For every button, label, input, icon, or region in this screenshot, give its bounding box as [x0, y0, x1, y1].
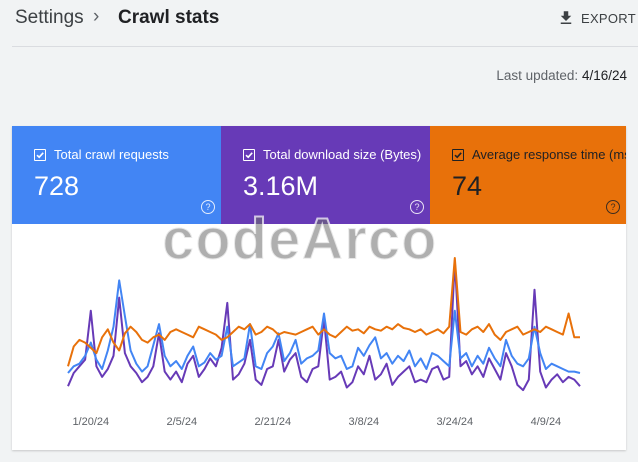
metric-header: Average response time (ms) — [452, 147, 626, 162]
metric-label: Total download size (Bytes) — [263, 147, 422, 162]
metric-label: Average response time (ms) — [472, 147, 626, 162]
last-updated-label: Last updated: — [496, 68, 579, 83]
help-icon[interactable]: ? — [606, 200, 620, 214]
help-icon[interactable]: ? — [410, 200, 424, 214]
page-title: Crawl stats — [118, 7, 220, 28]
checkbox-checked-icon[interactable] — [34, 148, 46, 161]
last-updated: Last updated: 4/16/24 — [496, 68, 627, 83]
header-divider — [12, 46, 638, 47]
metric-value: 74 — [452, 171, 483, 201]
checkbox-checked-icon[interactable] — [243, 148, 255, 161]
help-icon[interactable]: ? — [201, 200, 215, 214]
x-tick-label: 2/21/24 — [254, 416, 291, 428]
crawl-stats-card: Total crawl requests 728 ? Total downloa… — [12, 126, 626, 450]
metric-label: Total crawl requests — [54, 147, 169, 162]
download-icon — [560, 11, 572, 24]
metric-value: 3.16M — [243, 171, 319, 201]
metric-total-download-size[interactable]: Total download size (Bytes) 3.16M ? — [221, 126, 430, 224]
metric-average-response-time[interactable]: Average response time (ms) 74 ? — [430, 126, 626, 224]
breadcrumb-separator-icon: › — [93, 6, 100, 27]
metric-header: Total crawl requests — [34, 147, 169, 162]
metric-header: Total download size (Bytes) — [243, 147, 421, 162]
series-line-0 — [67, 279, 581, 374]
checkbox-checked-icon[interactable] — [452, 148, 464, 161]
page-header: Settings › Crawl stats EXPORT — [0, 0, 638, 46]
export-label: EXPORT — [580, 10, 636, 26]
metric-value: 728 — [34, 171, 80, 201]
series-line-1 — [67, 259, 581, 392]
x-tick-label: 4/9/24 — [531, 416, 562, 428]
x-tick-label: 3/8/24 — [349, 416, 380, 428]
export-button[interactable]: EXPORT — [557, 6, 636, 30]
x-tick-label: 2/5/24 — [167, 416, 198, 428]
crawl-stats-chart: 1/20/24 2/5/24 2/21/24 3/8/24 3/24/24 4/9/24 — [67, 257, 581, 428]
series-line-2 — [67, 257, 580, 367]
x-tick-label: 3/24/24 — [436, 416, 473, 428]
x-tick-label: 1/20/24 — [72, 416, 109, 428]
metric-total-crawl-requests[interactable]: Total crawl requests 728 ? — [12, 126, 221, 224]
breadcrumb-settings[interactable]: Settings — [15, 7, 84, 28]
last-updated-date: 4/16/24 — [581, 68, 627, 83]
